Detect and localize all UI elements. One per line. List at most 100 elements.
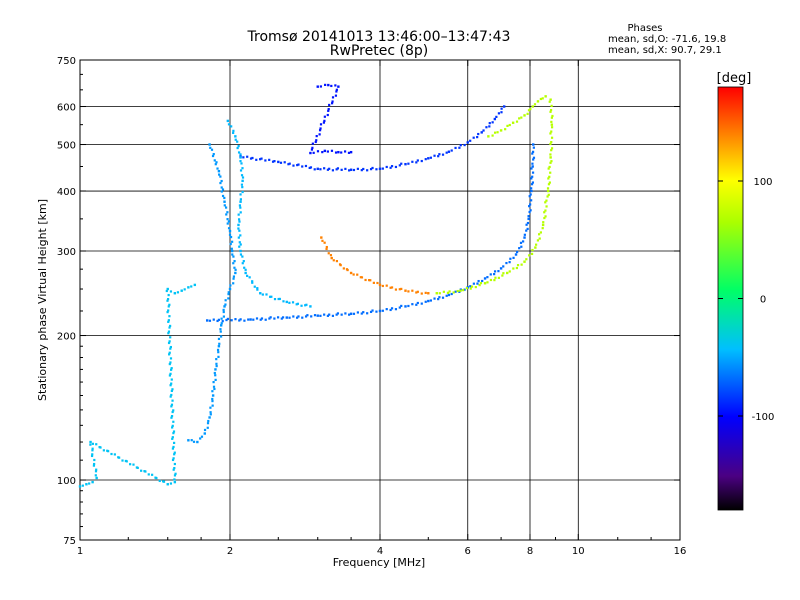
data-point <box>407 290 410 293</box>
data-point <box>252 318 255 321</box>
data-point <box>504 128 507 131</box>
data-point <box>349 168 353 171</box>
data-point <box>472 282 475 285</box>
data-point <box>546 195 549 198</box>
data-point <box>548 175 551 178</box>
data-point <box>319 314 322 317</box>
data-point <box>454 146 457 150</box>
data-point <box>172 441 176 444</box>
data-point <box>240 162 243 165</box>
data-point <box>223 196 226 200</box>
data-point <box>206 422 210 425</box>
data-point <box>223 204 226 207</box>
data-point <box>532 156 536 159</box>
data-point <box>315 134 318 138</box>
data-point <box>248 276 251 279</box>
data-point <box>535 243 538 246</box>
data-point <box>381 284 384 288</box>
data-point <box>239 318 242 321</box>
data-point <box>233 266 236 269</box>
data-point <box>211 397 214 401</box>
data-point <box>285 316 288 319</box>
data-point <box>548 181 551 184</box>
data-point <box>239 234 242 237</box>
data-point <box>229 284 232 287</box>
data-point <box>469 285 472 288</box>
data-point <box>170 382 173 385</box>
data-point <box>227 220 230 223</box>
data-point <box>287 163 290 166</box>
data-point <box>523 233 526 236</box>
data-point <box>366 169 369 172</box>
data-point <box>205 319 209 322</box>
data-point <box>497 112 501 115</box>
data-point <box>155 476 158 480</box>
data-point <box>268 317 271 320</box>
data-point <box>549 156 552 159</box>
data-point <box>187 439 190 442</box>
data-point <box>88 482 91 485</box>
data-point <box>166 483 169 486</box>
data-point <box>472 136 475 139</box>
data-point <box>323 149 327 153</box>
data-point <box>447 293 451 297</box>
data-point <box>271 160 275 163</box>
data-point <box>172 430 176 433</box>
data-point <box>229 242 232 246</box>
data-point <box>170 414 174 418</box>
data-point <box>229 235 233 239</box>
data-point <box>500 107 503 110</box>
data-point <box>239 243 242 246</box>
data-point <box>132 463 135 466</box>
data-point <box>239 206 242 209</box>
data-point <box>113 453 116 456</box>
data-point <box>343 150 347 153</box>
data-point <box>312 151 315 154</box>
data-point <box>550 130 553 133</box>
data-point <box>99 446 102 449</box>
data-point <box>256 287 259 290</box>
data-point <box>239 193 242 196</box>
data-point <box>528 210 531 214</box>
data-point <box>315 139 318 142</box>
data-point <box>232 277 235 280</box>
data-point <box>520 245 523 248</box>
data-point <box>319 168 322 171</box>
data-point <box>169 368 173 371</box>
data-point <box>190 439 193 442</box>
data-point <box>550 120 553 123</box>
data-point <box>217 318 221 321</box>
data-point <box>499 129 503 132</box>
data-point <box>454 290 457 293</box>
data-point <box>340 313 343 316</box>
data-point <box>508 261 511 264</box>
data-point <box>369 310 373 314</box>
data-point <box>169 357 173 360</box>
data-point <box>550 160 553 163</box>
data-point <box>242 156 245 159</box>
data-point <box>170 367 173 370</box>
data-point <box>477 132 480 136</box>
data-point <box>316 150 320 153</box>
data-point <box>166 298 170 301</box>
y-tick-label: 500 <box>57 141 76 152</box>
data-point <box>541 227 544 230</box>
data-point <box>495 115 498 118</box>
plot-area: 1 2 4 6 8 10 16 75 100 200 300 400 500 600 750 <box>57 56 686 557</box>
data-point <box>214 374 217 377</box>
data-point <box>171 424 174 427</box>
data-point <box>222 308 225 312</box>
data-point <box>273 160 276 163</box>
data-point <box>319 85 323 88</box>
data-point <box>438 153 441 156</box>
data-point <box>537 233 541 236</box>
data-point <box>335 90 338 93</box>
data-point <box>270 295 273 298</box>
data-point <box>219 330 222 333</box>
data-point <box>169 482 173 485</box>
data-point <box>546 189 550 193</box>
data-point <box>404 162 407 166</box>
y-tick-label: 200 <box>57 332 76 343</box>
data-point <box>241 186 244 189</box>
colorbar-tick-label: 0 <box>760 295 766 306</box>
